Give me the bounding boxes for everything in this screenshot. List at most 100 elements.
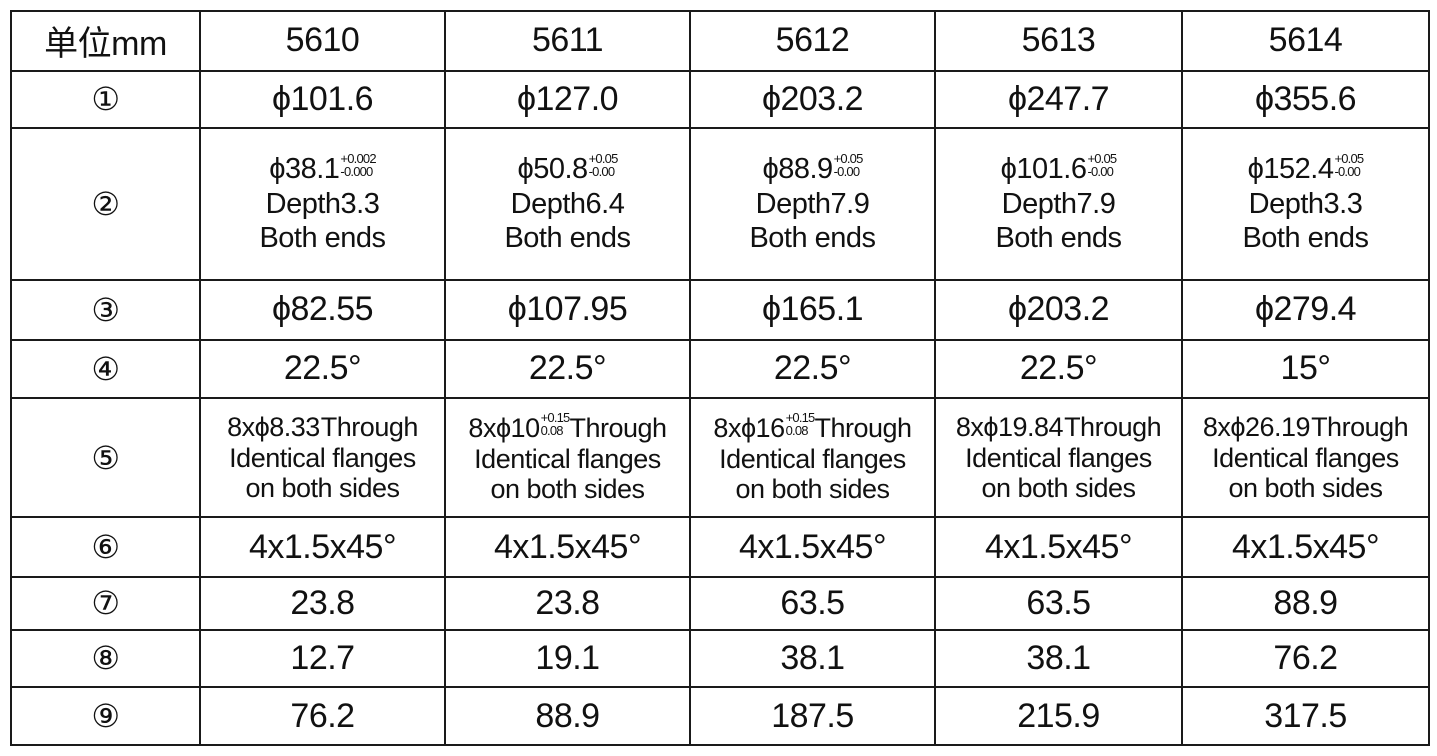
sides-text: on both sides bbox=[490, 473, 645, 504]
table-cell: ϕ38.1 +0.002 -0.000 Depth3.3 Both ends bbox=[199, 127, 446, 281]
tolerance-minus: -0.000 bbox=[340, 163, 373, 179]
hole-spec: 8xϕ16 bbox=[713, 413, 785, 444]
tolerance-minus: 0.08 bbox=[785, 423, 809, 439]
depth-text: Depth7.9 bbox=[1001, 187, 1116, 220]
table-row: ③ ϕ82.55 ϕ107.95 ϕ165.1 ϕ203.2 ϕ279.4 bbox=[10, 278, 1430, 341]
tolerance-plus: +0.05 bbox=[833, 150, 864, 166]
sides-text: on both sides bbox=[245, 472, 400, 503]
hole-spec: 8xϕ19.84 bbox=[955, 412, 1064, 443]
diameter-value: ϕ50.8 bbox=[517, 152, 588, 185]
diameter-value: ϕ38.1 bbox=[269, 152, 340, 185]
table-cell: 63.5 bbox=[934, 576, 1183, 631]
diameter-value: ϕ152.4 bbox=[1247, 152, 1334, 185]
table-row: ④ 22.5° 22.5° 22.5° 22.5° 15° bbox=[10, 338, 1430, 400]
table-row: ② ϕ38.1 +0.002 -0.000 Depth3.3 Both ends ϕ… bbox=[10, 127, 1430, 281]
table-cell: 4x1.5x45° bbox=[689, 516, 936, 579]
through-text: Through bbox=[1064, 412, 1162, 443]
table-cell: 22.5° bbox=[689, 338, 936, 400]
model-5612-header: 5612 bbox=[689, 10, 936, 72]
tolerance-plus: +0.05 bbox=[1334, 150, 1364, 166]
tolerance-plus: +0.15 bbox=[540, 410, 571, 426]
hole-spec: 8xϕ26.19 bbox=[1202, 412, 1311, 443]
table-cell: 38.1 bbox=[934, 628, 1183, 689]
hole-spec: 8xϕ10 bbox=[468, 413, 540, 444]
diameter-value: ϕ88.9 bbox=[762, 152, 833, 185]
header-row: 单位mm 5610 5611 5612 5613 5614 bbox=[10, 10, 1430, 72]
row-index: ① bbox=[10, 69, 201, 130]
row-index: ⑧ bbox=[10, 628, 201, 689]
row-index: ⑦ bbox=[10, 576, 201, 631]
table-cell: 215.9 bbox=[934, 686, 1183, 746]
sides-text: on both sides bbox=[981, 472, 1136, 503]
table-cell: 88.9 bbox=[444, 686, 691, 746]
table-cell: 22.5° bbox=[199, 338, 446, 400]
through-text: Through bbox=[569, 413, 668, 444]
tolerance: +0.15 0.08 bbox=[540, 410, 571, 439]
through-text: Through bbox=[814, 413, 913, 444]
table-cell: ϕ127.0 bbox=[444, 69, 691, 130]
table-cell: ϕ203.2 bbox=[934, 278, 1183, 341]
table-cell: 38.1 bbox=[689, 628, 936, 689]
tolerance-minus: 0.08 bbox=[540, 423, 564, 439]
depth-text: Depth3.3 bbox=[1248, 187, 1363, 220]
row-index: ② bbox=[10, 127, 201, 281]
flange-text: Identical flanges bbox=[474, 443, 661, 474]
table-cell: ϕ50.8 +0.05 -0.00 Depth6.4 Both ends bbox=[444, 127, 691, 281]
flange-text: Identical flanges bbox=[229, 442, 416, 473]
table-cell: 187.5 bbox=[689, 686, 936, 746]
table-cell: 76.2 bbox=[199, 686, 446, 746]
table-cell: ϕ247.7 bbox=[934, 69, 1183, 130]
flange-text: Identical flanges bbox=[965, 442, 1152, 473]
sides-text: on both sides bbox=[1228, 472, 1383, 503]
tolerance: +0.05 -0.00 bbox=[588, 150, 619, 179]
tolerance-plus: +0.05 bbox=[588, 150, 619, 166]
tolerance-plus: +0.15 bbox=[785, 410, 816, 426]
row-index: ④ bbox=[10, 338, 201, 400]
spec-table: 单位mm 5610 5611 5612 5613 5614 ① ϕ101.6 ϕ… bbox=[10, 10, 1430, 746]
table-cell: 63.5 bbox=[689, 576, 936, 631]
model-5614-header: 5614 bbox=[1181, 10, 1430, 72]
model-5610-header: 5610 bbox=[199, 10, 446, 72]
tolerance: +0.05 -0.00 bbox=[1087, 150, 1117, 178]
ends-text: Both ends bbox=[259, 222, 386, 255]
table-cell: 317.5 bbox=[1181, 686, 1430, 746]
table-cell: 8xϕ10 +0.15 0.08 Through Identical flanges … bbox=[444, 397, 691, 519]
flange-text: Identical flanges bbox=[719, 443, 906, 474]
row-index: ③ bbox=[10, 278, 201, 341]
diameter-value: ϕ101.6 bbox=[1000, 152, 1087, 185]
table-row: ① ϕ101.6 ϕ127.0 ϕ203.2 ϕ247.7 ϕ355.6 bbox=[10, 69, 1430, 130]
ends-text: Both ends bbox=[749, 222, 876, 255]
table-cell: ϕ101.6 +0.05 -0.00 Depth7.9 Both ends bbox=[934, 127, 1183, 281]
tolerance: +0.05 -0.00 bbox=[833, 150, 864, 179]
table-cell: ϕ88.9 +0.05 -0.00 Depth7.9 Both ends bbox=[689, 127, 936, 281]
table-cell: ϕ279.4 bbox=[1181, 278, 1430, 341]
table-cell: ϕ101.6 bbox=[199, 69, 446, 130]
table-cell: 4x1.5x45° bbox=[934, 516, 1183, 579]
table-cell: 4x1.5x45° bbox=[444, 516, 691, 579]
through-text: Through bbox=[320, 412, 419, 443]
table-cell: 19.1 bbox=[444, 628, 691, 689]
table-cell: 12.7 bbox=[199, 628, 446, 689]
model-5611-header: 5611 bbox=[444, 10, 691, 72]
tolerance: +0.15 0.08 bbox=[785, 410, 816, 439]
tolerance-plus: +0.002 bbox=[340, 150, 376, 166]
table-cell: 4x1.5x45° bbox=[199, 516, 446, 579]
table-cell: 22.5° bbox=[444, 338, 691, 400]
table-cell: 76.2 bbox=[1181, 628, 1430, 689]
table-row: ⑧ 12.7 19.1 38.1 38.1 76.2 bbox=[10, 628, 1430, 689]
table-cell: 23.8 bbox=[199, 576, 446, 631]
row-index: ⑤ bbox=[10, 397, 201, 519]
tolerance-minus: -0.00 bbox=[833, 163, 860, 179]
table-cell: ϕ203.2 bbox=[689, 69, 936, 130]
tolerance: +0.002 -0.000 bbox=[340, 150, 376, 179]
table-cell: ϕ107.95 bbox=[444, 278, 691, 341]
table-cell: 8xϕ16 +0.15 0.08 Through Identical flanges … bbox=[689, 397, 936, 519]
tolerance-minus: -0.00 bbox=[588, 163, 615, 179]
depth-text: Depth7.9 bbox=[755, 187, 870, 220]
ends-text: Both ends bbox=[995, 222, 1122, 255]
depth-text: Depth3.3 bbox=[265, 187, 380, 220]
hole-spec: 8xϕ8.33 bbox=[227, 412, 320, 443]
tolerance-plus: +0.05 bbox=[1087, 150, 1117, 166]
ends-text: Both ends bbox=[1242, 222, 1369, 255]
table-row: ⑨ 76.2 88.9 187.5 215.9 317.5 bbox=[10, 686, 1430, 746]
